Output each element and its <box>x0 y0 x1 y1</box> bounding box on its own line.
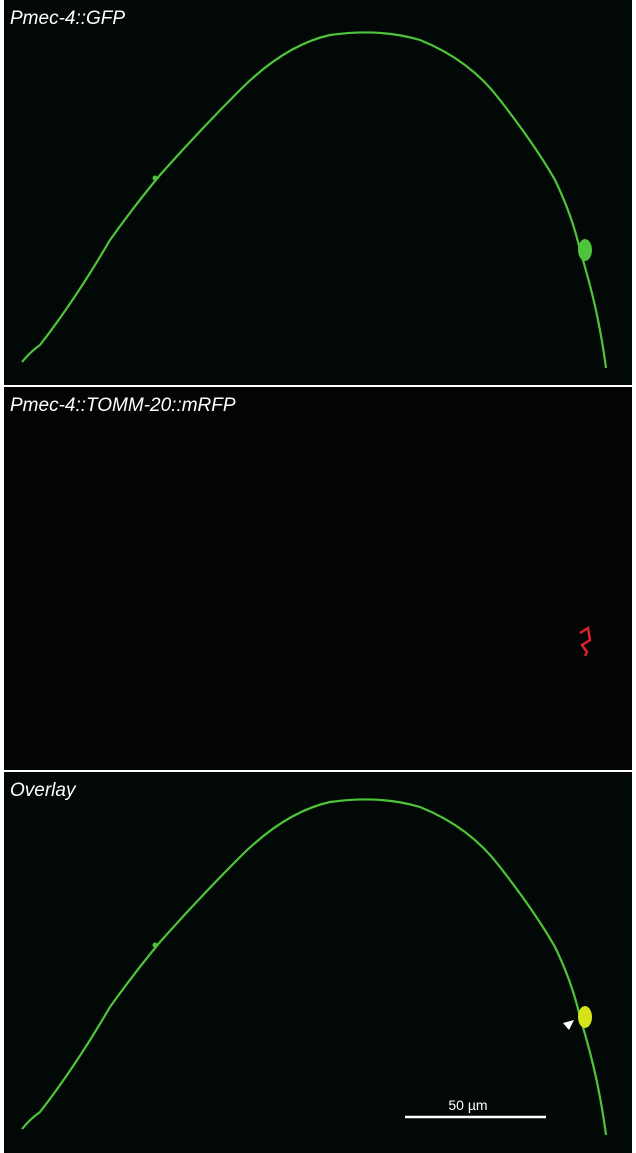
panel-bg <box>4 387 632 770</box>
panel-label: Overlay <box>10 780 77 801</box>
panel-overlay: Overlay 50 µm <box>4 772 632 1153</box>
panel-label: Pmec-4::GFP <box>10 8 125 29</box>
panel-mrfp: Pmec-4::TOMM-20::mRFP <box>4 387 632 770</box>
panel-bg <box>4 0 632 385</box>
cell-body <box>578 1006 592 1028</box>
panel-gfp: Pmec-4::GFP <box>4 0 632 385</box>
scale-label: 50 µm <box>448 1097 487 1113</box>
panel-bg <box>4 772 632 1153</box>
panel-label: Pmec-4::TOMM-20::mRFP <box>10 395 236 416</box>
figure: Pmec-4::GFP Pmec-4::TOMM-20::mRFP Overla… <box>0 0 636 1153</box>
varicosity <box>153 176 158 181</box>
cell-body <box>578 239 592 261</box>
varicosity <box>153 943 158 948</box>
page: {"panels": [{"label": "Pmec-4::GFP"}, {"… <box>0 0 636 1153</box>
